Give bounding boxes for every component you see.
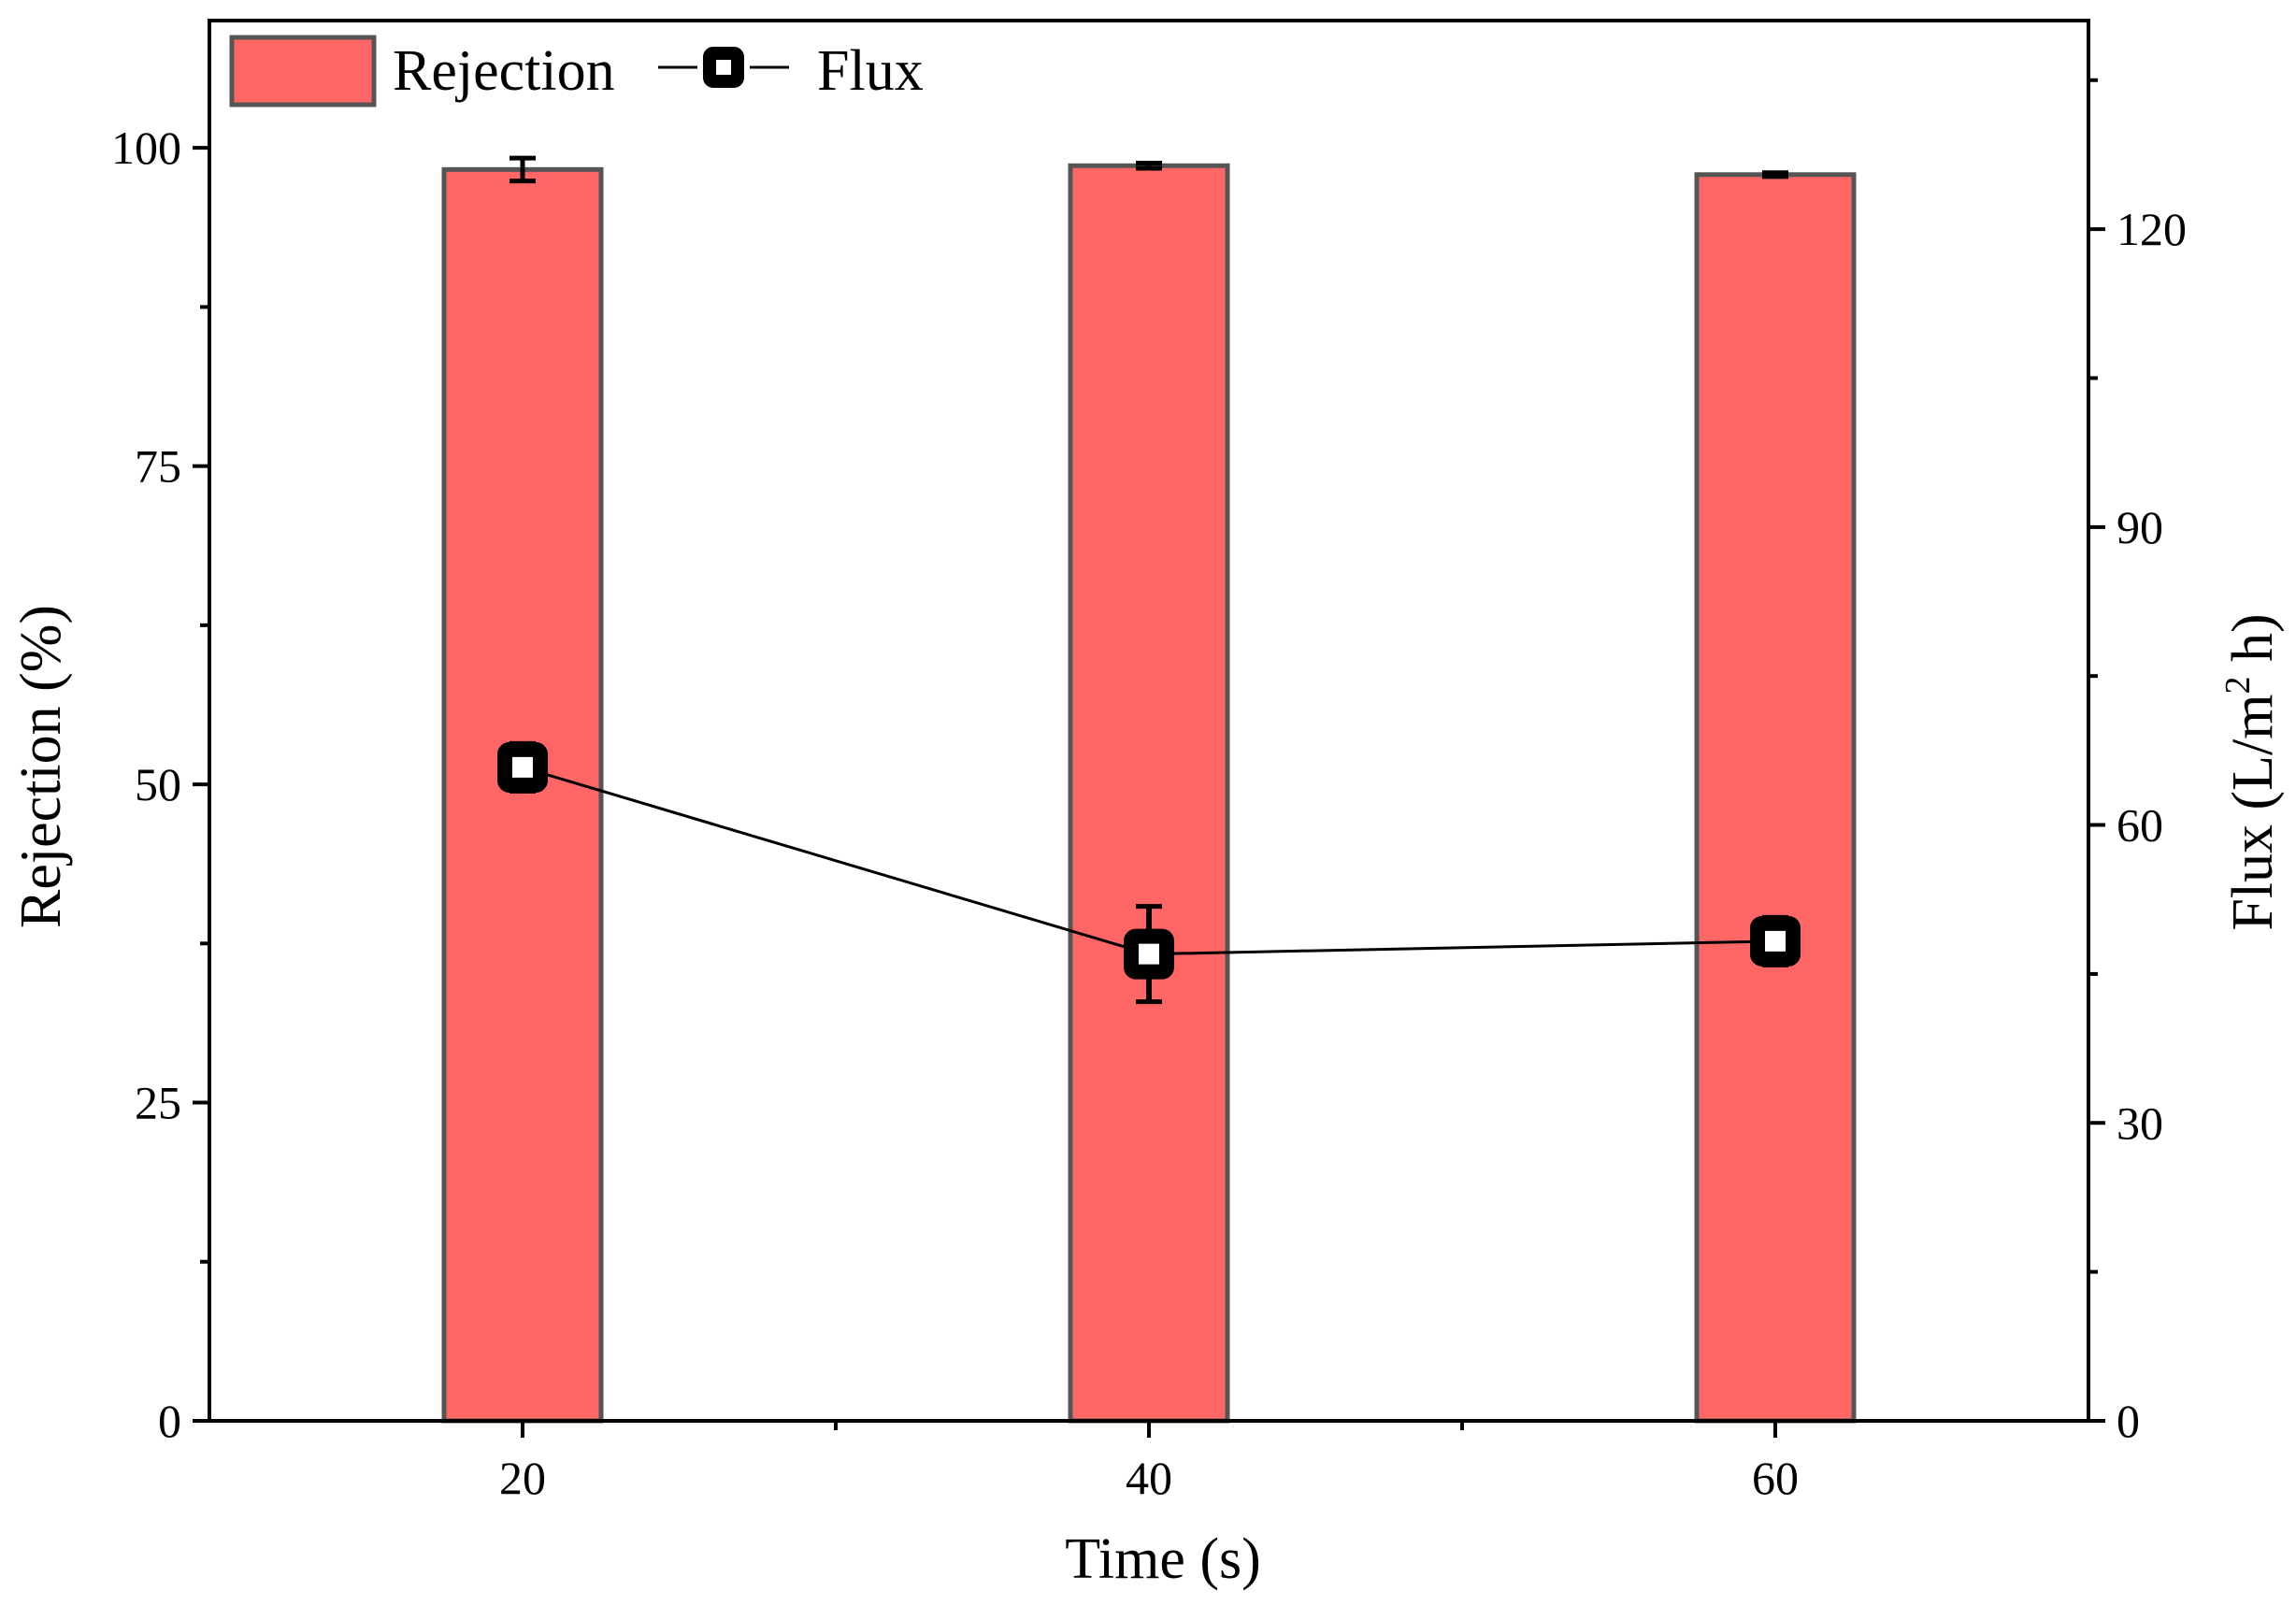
legend-swatch-rejection <box>229 35 377 107</box>
x-axis-ticks: 20 40 60 <box>499 1421 1799 1504</box>
rejection-bar-40 <box>1068 163 1230 1424</box>
x-tick-label-40: 40 <box>1126 1452 1172 1504</box>
x-axis-title: Time (s) <box>1065 1527 1261 1591</box>
y-right-tick-label-120: 120 <box>2117 203 2187 255</box>
legend-label-flux: Flux <box>817 39 924 103</box>
y-left-tick-label-25: 25 <box>135 1077 181 1129</box>
y-right-tick-label-0: 0 <box>2117 1395 2140 1447</box>
rejection-bar-20 <box>441 166 604 1424</box>
y-right-axis-title-main: Flux (L/m <box>2221 694 2285 930</box>
legend-label-rejection: Rejection <box>393 39 615 103</box>
y-right-axis-title: Flux (L/m2 h) <box>2218 613 2285 930</box>
y-left-tick-label-50: 50 <box>135 758 181 810</box>
rejection-bar-60 <box>1694 172 1857 1424</box>
y-right-tick-label-60: 60 <box>2117 799 2163 852</box>
y-right-axis-ticks: 0 30 60 90 120 <box>2088 78 2187 1447</box>
y-right-axis-title-sup: 2 <box>2218 676 2258 694</box>
x-tick-label-20: 20 <box>499 1452 546 1504</box>
x-tick-label-60: 60 <box>1752 1452 1799 1504</box>
errorbars-layer <box>509 155 1788 184</box>
y-left-tick-label-100: 100 <box>111 122 181 174</box>
flux-marker-20 <box>497 741 548 793</box>
flux-marker-40 <box>1124 928 1174 980</box>
flux-markers-layer <box>497 740 1801 1005</box>
bars-layer <box>441 163 1857 1424</box>
flux-line-segment-1 <box>522 766 1150 956</box>
flux-line-segment-2 <box>1148 939 1776 956</box>
y-left-tick-label-75: 75 <box>135 440 181 493</box>
y-left-tick-label-0: 0 <box>158 1395 181 1447</box>
legend: Rejection Flux <box>229 35 924 107</box>
y-right-tick-label-90: 90 <box>2117 501 2163 553</box>
flux-line-layer <box>522 766 1776 956</box>
y-right-tick-label-30: 30 <box>2117 1096 2163 1149</box>
flux-marker-60 <box>1750 915 1801 967</box>
y-right-axis-title-tail: h) <box>2221 613 2285 676</box>
legend-flux-marker <box>703 47 744 88</box>
y-left-axis-title: Rejection (%) <box>9 605 73 928</box>
y-left-axis-ticks: 0 25 50 75 100 <box>111 122 209 1447</box>
